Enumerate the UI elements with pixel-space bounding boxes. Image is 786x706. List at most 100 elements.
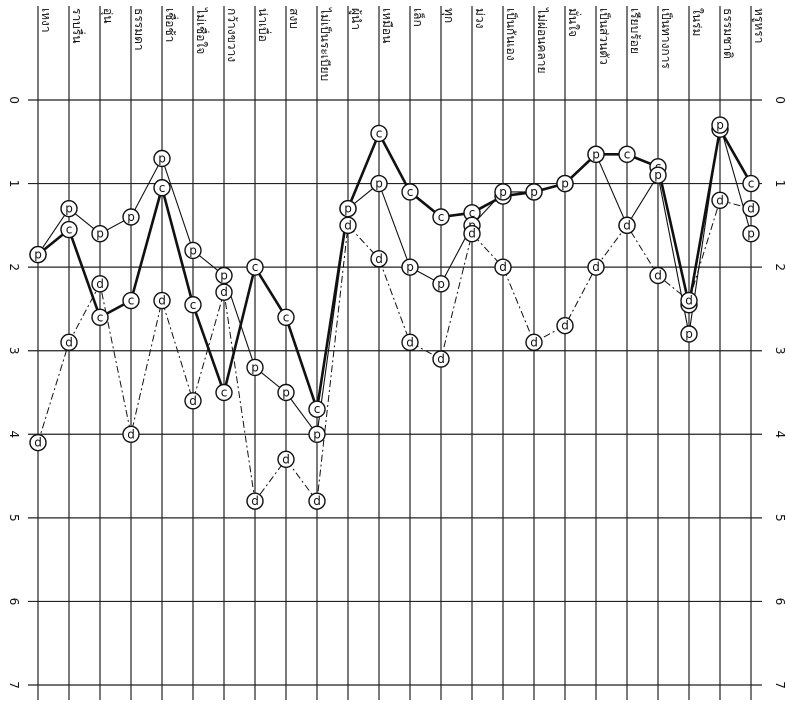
marker-letter: p [375, 177, 383, 191]
marker-letter: p [158, 152, 166, 166]
marker-letter: d [158, 294, 166, 308]
marker: p [712, 117, 728, 133]
marker: c [247, 259, 263, 275]
marker: p [123, 209, 139, 225]
category-label: เหงา [39, 8, 53, 33]
marker: d [216, 284, 232, 300]
marker: c [402, 184, 418, 200]
marker-letter: d [96, 277, 104, 291]
marker: d [681, 293, 697, 309]
marker-letter: p [592, 147, 600, 161]
marker-letter: c [221, 386, 228, 400]
marker: c [92, 309, 108, 325]
category-label: เล็ก [411, 8, 426, 27]
marker-letter: d [344, 218, 352, 232]
marker: c [123, 293, 139, 309]
marker-letter: p [406, 260, 414, 274]
marker-letter: d [282, 452, 290, 466]
category-label: ราบรื่น [70, 8, 86, 43]
y-tick-label: 2 [773, 263, 786, 271]
category-label: สงบ [287, 8, 301, 29]
marker-letter: p [530, 185, 538, 199]
marker: d [340, 217, 356, 233]
marker: d [123, 426, 139, 442]
marker: c [216, 385, 232, 401]
category-label: ธรรมดา [132, 8, 146, 51]
category-label: ในร่ม [690, 8, 704, 36]
marker: c [309, 401, 325, 417]
category-label: เป็นกันเอง [504, 8, 519, 61]
marker-letter: d [685, 294, 693, 308]
marker-letter: c [128, 294, 135, 308]
marker-letter: c [407, 185, 414, 199]
marker: d [619, 217, 635, 233]
marker-letter: p [437, 277, 445, 291]
y-tick-label: 5 [773, 514, 786, 522]
marker-letter: p [34, 248, 42, 262]
marker: d [61, 334, 77, 350]
marker-letter: c [283, 310, 290, 324]
y-tick-label: 0 [7, 96, 21, 104]
y-tick-label: 1 [773, 180, 786, 188]
marker: c [371, 125, 387, 141]
marker-letter: d [716, 193, 724, 207]
marker: p [309, 426, 325, 442]
marker: c [185, 297, 201, 313]
marker-letter: p [127, 210, 135, 224]
y-tick-label: 3 [773, 347, 786, 355]
marker: d [588, 259, 604, 275]
marker-letter: p [313, 427, 321, 441]
y-tick-label: 0 [773, 96, 786, 104]
marker-letter: d [189, 394, 197, 408]
marker-letter: c [97, 310, 104, 324]
marker: d [278, 451, 294, 467]
category-label: ม่วง [473, 8, 487, 29]
marker: d [557, 318, 573, 334]
marker-letter: p [654, 168, 662, 182]
series-line [38, 129, 751, 409]
marker: p [681, 326, 697, 342]
marker: p [340, 201, 356, 217]
marker-letter: d [530, 335, 538, 349]
marker: p [278, 385, 294, 401]
category-label: ทุก [441, 8, 456, 23]
marker-letter: d [654, 269, 662, 283]
marker-letter: c [252, 260, 259, 274]
marker: d [402, 334, 418, 350]
marker-letter: p [282, 386, 290, 400]
category-label: ไม่ผ่อนคลาย [535, 7, 549, 74]
category-label: เป็นทางการ [659, 8, 674, 69]
marker: c [433, 209, 449, 225]
y-tick-label: 3 [7, 347, 21, 355]
marker: d [92, 276, 108, 292]
chart: เหงาราบรื่นอุ่นธรรมดาเชื่อช้าไม่เชื่อใจก… [0, 0, 786, 706]
marker-letter: p [65, 202, 73, 216]
marker-letter: d [127, 427, 135, 441]
marker: c [619, 146, 635, 162]
marker: d [464, 226, 480, 242]
y-tick-label: 6 [773, 598, 786, 606]
marker-letter: d [499, 260, 507, 274]
marker: p [247, 359, 263, 375]
marker-letter: d [34, 436, 42, 450]
marker: c [278, 309, 294, 325]
y-tick-label: 2 [7, 263, 21, 271]
marker-letter: c [748, 177, 755, 191]
marker-letter: p [716, 118, 724, 132]
marker-letter: d [468, 227, 476, 241]
marker-letter: d [437, 352, 445, 366]
marker: d [743, 201, 759, 217]
marker: p [402, 259, 418, 275]
marker: d [433, 351, 449, 367]
category-label: มั่นใจ [566, 8, 582, 37]
category-label: กว้างขวาง [225, 8, 239, 62]
marker-letter: c [66, 223, 73, 237]
marker: p [154, 151, 170, 167]
y-tick-label: 4 [7, 430, 21, 438]
marker-letter: d [747, 202, 755, 216]
marker: d [526, 334, 542, 350]
category-label: เรียบร้อย [628, 8, 642, 54]
marker-letter: d [592, 260, 600, 274]
marker: p [61, 201, 77, 217]
category-label: น่าเบื่อ [256, 8, 272, 42]
